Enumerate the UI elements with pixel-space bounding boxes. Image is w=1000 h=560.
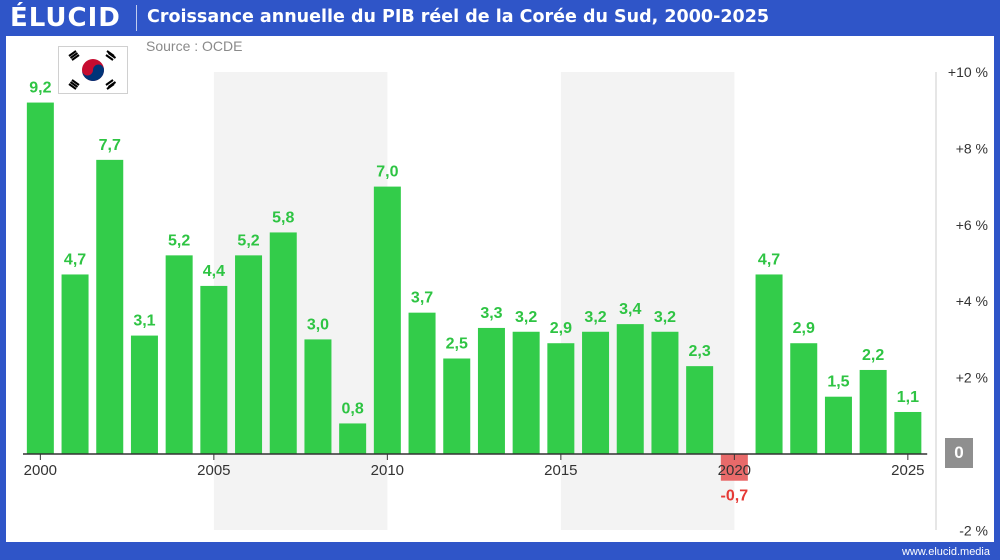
- value-label-2007: 5,8: [272, 209, 294, 226]
- bar-2009: [339, 423, 367, 454]
- bar-2003: [130, 335, 158, 454]
- bar-2000: [26, 102, 54, 454]
- value-label-2012: 2,5: [446, 336, 468, 353]
- y-tick-label-10: +10 %: [948, 64, 988, 80]
- bar-2010: [373, 186, 401, 454]
- value-label-2000: 9,2: [29, 80, 51, 97]
- value-label-2008: 3,0: [307, 316, 329, 333]
- bar-2018: [651, 331, 679, 454]
- x-tick-label-2020: 2020: [718, 462, 751, 479]
- source-note: Source : OCDE: [146, 38, 243, 54]
- y-tick-label-4: +4 %: [956, 293, 988, 309]
- elucid-logo: ÉLUCID: [10, 3, 121, 33]
- value-label-2023: 1,5: [827, 374, 849, 391]
- shaded-band-1: [560, 72, 735, 530]
- value-label-2021: 4,7: [758, 251, 780, 268]
- value-label-2001: 4,7: [64, 251, 86, 268]
- bar-2021: [755, 274, 783, 454]
- header-bar: ÉLUCID Croissance annuelle du PIB réel d…: [0, 0, 1000, 36]
- bar-2007: [269, 232, 297, 454]
- value-label-2014: 3,2: [515, 309, 537, 326]
- value-label-2015: 2,9: [550, 320, 572, 337]
- bar-chart: 9,2 4,7 7,7 3,1 5,2 4,4 5,2 5,8 3,0 0,8 7,0 3,7 2,5 3…: [23, 64, 988, 538]
- bar-2016: [582, 331, 610, 454]
- bar-2004: [165, 255, 193, 454]
- value-label-2013: 3,3: [480, 305, 502, 322]
- bar-2024: [859, 369, 887, 454]
- bar-2014: [512, 331, 540, 454]
- bar-2012: [443, 358, 471, 454]
- value-label-2011: 3,7: [411, 290, 433, 307]
- chart-title: Croissance annuelle du PIB réel de la Co…: [147, 7, 770, 27]
- bar-2011: [408, 312, 436, 454]
- value-label-2003: 3,1: [133, 313, 155, 330]
- x-tick-label-2000: 2000: [24, 462, 57, 479]
- value-label-2010: 7,0: [376, 164, 398, 181]
- bar-2025: [894, 411, 922, 454]
- value-label-2018: 3,2: [654, 309, 676, 326]
- value-label-2004: 5,2: [168, 232, 190, 249]
- value-label-2020: -0,7: [721, 488, 749, 505]
- zero-baseline-badge: 0: [945, 438, 973, 468]
- value-label-2016: 3,2: [584, 309, 606, 326]
- value-label-2022: 2,9: [793, 320, 815, 337]
- bar-2019: [686, 366, 714, 454]
- bar-2013: [477, 327, 505, 454]
- value-label-2024: 2,2: [862, 347, 884, 364]
- value-label-2005: 4,4: [203, 263, 225, 280]
- value-label-2025: 1,1: [897, 389, 919, 406]
- x-tick-label-2010: 2010: [371, 462, 404, 479]
- value-label-2019: 2,3: [689, 343, 711, 360]
- bar-2015: [547, 343, 575, 454]
- y-tick-label-8: +8 %: [956, 140, 988, 156]
- bar-2001: [61, 274, 89, 454]
- x-tick-label-2015: 2015: [544, 462, 577, 479]
- bar-2006: [235, 255, 263, 454]
- x-tick-label-2005: 2005: [197, 462, 230, 479]
- south-korea-flag-icon: [58, 46, 128, 94]
- value-label-2009: 0,8: [342, 400, 364, 417]
- y-tick-label-6: +6 %: [956, 217, 988, 233]
- header-separator: [136, 5, 137, 31]
- y-tick-label-minus2: -2 %: [959, 522, 988, 538]
- value-label-2017: 3,4: [619, 301, 641, 318]
- y-tick-label-2: +2 %: [956, 370, 988, 386]
- bar-2005: [200, 285, 228, 454]
- footer-url: www.elucid.media: [901, 546, 990, 558]
- bar-2008: [304, 339, 332, 454]
- value-label-2006: 5,2: [237, 232, 259, 249]
- bar-2002: [96, 159, 124, 455]
- value-label-2002: 7,7: [99, 137, 121, 154]
- bar-2023: [824, 396, 852, 454]
- bar-2017: [616, 324, 644, 454]
- chart-panel: 9,2 4,7 7,7 3,1 5,2 4,4 5,2 5,8 3,0 0,8 7,0 3,7 2,5 3…: [6, 36, 994, 542]
- bar-2022: [790, 343, 818, 454]
- x-tick-label-2025: 2025: [891, 462, 924, 479]
